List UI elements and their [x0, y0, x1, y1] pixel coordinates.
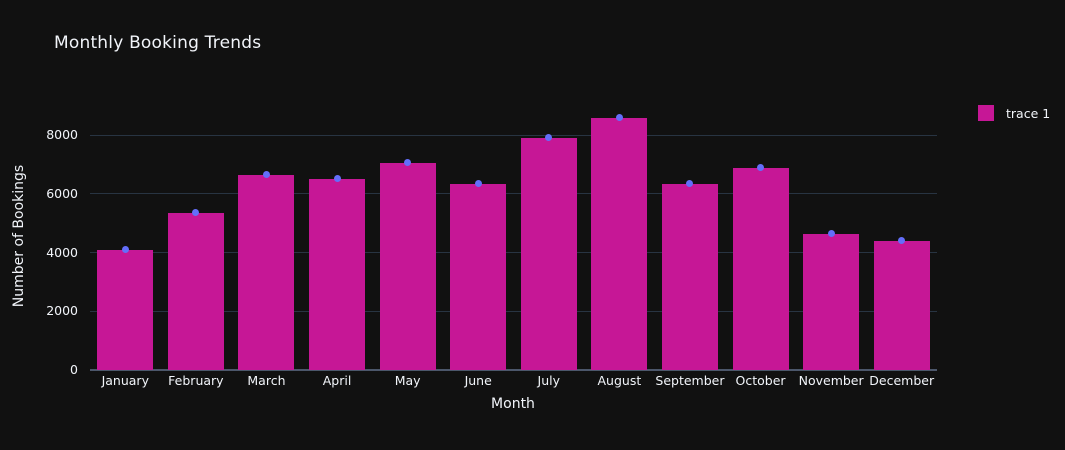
y-tick-label-8000: 8000 — [46, 127, 78, 143]
bar-june[interactable] — [450, 183, 507, 370]
marker-september — [686, 179, 694, 187]
x-tick-label-september: September — [655, 373, 725, 388]
bar-february[interactable] — [167, 213, 224, 370]
legend-swatch-icon — [978, 105, 994, 121]
legend-label: trace 1 — [1006, 105, 1051, 121]
x-tick-label-august: August — [597, 373, 642, 388]
x-tick-label-january: January — [101, 373, 149, 388]
marker-may — [404, 159, 412, 167]
gridline-8000 — [90, 134, 937, 136]
y-tick-label-4000: 4000 — [46, 244, 78, 260]
marker-march — [262, 170, 270, 178]
gridline-6000 — [90, 193, 937, 195]
x-tick-label-may: May — [394, 373, 421, 388]
y-tick-label-0: 0 — [70, 362, 78, 377]
bar-january[interactable] — [97, 249, 154, 370]
x-axis-line — [90, 369, 937, 371]
marker-february — [192, 209, 200, 217]
x-tick-label-march: March — [247, 373, 286, 388]
legend: trace 1 — [978, 105, 1050, 121]
x-tick-label-february: February — [168, 373, 224, 388]
bar-august[interactable] — [591, 117, 648, 370]
gridline-4000 — [90, 252, 937, 254]
marker-july — [545, 134, 553, 142]
bar-december[interactable] — [873, 240, 930, 370]
bar-september[interactable] — [661, 183, 718, 370]
marker-january — [121, 245, 129, 253]
x-tick-label-july: July — [537, 373, 561, 388]
gridline-2000 — [90, 310, 937, 312]
bar-october[interactable] — [732, 167, 789, 370]
bar-july[interactable] — [520, 138, 577, 370]
marker-april — [333, 175, 341, 183]
legend-item-trace-1[interactable]: trace 1 — [978, 105, 1050, 121]
marker-august — [615, 113, 623, 121]
x-tick-label-october: October — [735, 373, 786, 388]
bar-march[interactable] — [238, 174, 295, 370]
marker-june — [474, 179, 482, 187]
x-tick-label-june: June — [464, 373, 492, 388]
x-axis-title: Month — [491, 396, 535, 412]
bar-april[interactable] — [309, 179, 366, 370]
y-tick-label-2000: 2000 — [46, 303, 78, 319]
x-tick-label-april: April — [322, 373, 352, 388]
bar-november[interactable] — [803, 233, 860, 370]
x-tick-label-november: November — [798, 373, 864, 388]
marker-december — [898, 236, 906, 244]
y-tick-label-6000: 6000 — [46, 185, 78, 201]
marker-november — [827, 229, 835, 237]
marker-october — [757, 163, 765, 171]
x-tick-label-december: December — [869, 373, 935, 388]
y-axis-title: Number of Bookings — [11, 164, 27, 308]
bar-may[interactable] — [379, 163, 436, 370]
chart-title: Monthly Booking Trends — [54, 33, 262, 53]
